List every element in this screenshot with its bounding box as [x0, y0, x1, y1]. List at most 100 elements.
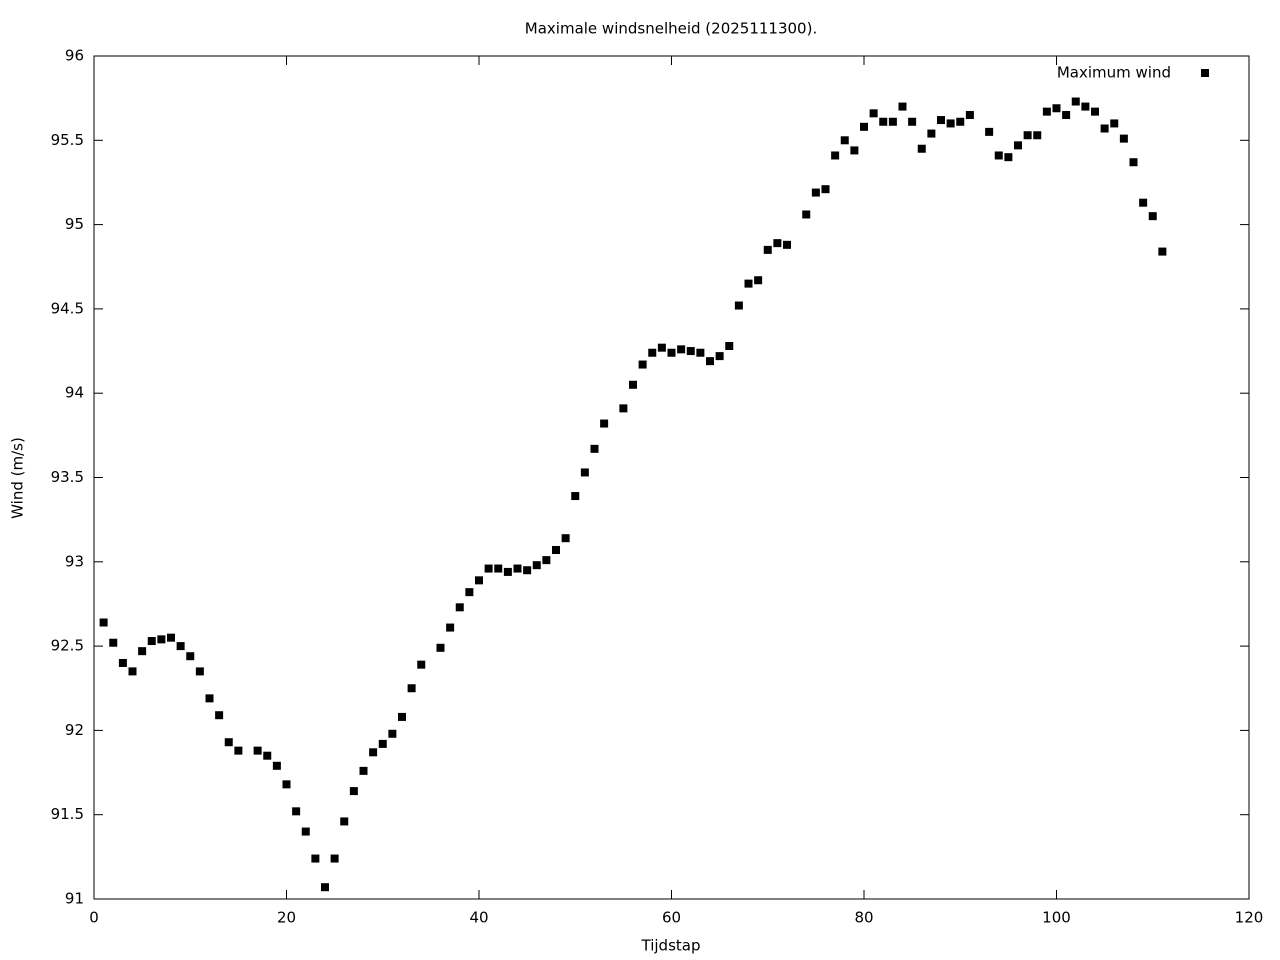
point	[157, 635, 166, 644]
point	[580, 468, 589, 477]
point	[927, 129, 936, 138]
point	[985, 127, 994, 136]
point	[1119, 134, 1128, 143]
point	[167, 633, 175, 642]
point	[417, 660, 426, 669]
point	[398, 712, 406, 721]
point	[783, 240, 791, 249]
x-tick-label: 20	[277, 909, 296, 927]
point	[561, 534, 570, 543]
x-axis-label: Tijdstap	[641, 937, 701, 955]
point	[715, 352, 724, 361]
point	[263, 751, 272, 760]
y-tick-label: 91	[65, 890, 84, 908]
point	[475, 576, 483, 585]
point	[484, 564, 493, 573]
point	[686, 347, 695, 356]
y-tick-label: 91.5	[51, 805, 84, 823]
point	[1033, 131, 1042, 140]
point	[754, 276, 763, 285]
point	[571, 492, 580, 501]
chart-title: Maximale windsnelheid (2025111300).	[525, 20, 817, 38]
point	[802, 210, 811, 219]
x-tick-label: 100	[1042, 909, 1071, 927]
y-tick-label: 94.5	[51, 299, 84, 317]
point	[205, 694, 214, 703]
point	[330, 854, 339, 863]
point	[195, 667, 204, 676]
point	[138, 647, 147, 656]
point	[1091, 107, 1099, 116]
point	[956, 117, 965, 126]
point	[1042, 107, 1051, 116]
point	[677, 345, 686, 354]
point	[600, 419, 609, 428]
legend-marker	[1201, 69, 1209, 77]
point	[667, 348, 676, 357]
point	[378, 739, 387, 748]
point	[1052, 104, 1061, 113]
x-tick-label: 0	[89, 909, 99, 927]
x-tick-label: 80	[854, 909, 873, 927]
y-tick-label: 94	[65, 384, 84, 402]
point	[494, 564, 503, 573]
point	[147, 637, 156, 646]
point	[1148, 212, 1157, 221]
point	[109, 638, 118, 647]
point	[186, 652, 195, 661]
y-tick-label: 92	[65, 721, 84, 739]
point	[638, 360, 647, 369]
point	[763, 245, 772, 254]
point	[840, 136, 849, 145]
point	[234, 746, 243, 755]
point	[937, 116, 945, 125]
point	[465, 588, 474, 597]
point	[340, 817, 349, 826]
point	[349, 787, 358, 796]
point	[1062, 111, 1071, 120]
point	[272, 761, 281, 770]
point	[965, 111, 974, 120]
point	[224, 738, 233, 747]
point	[1081, 102, 1090, 111]
point	[301, 827, 310, 836]
point	[917, 144, 926, 153]
point	[773, 239, 782, 248]
point	[946, 119, 955, 128]
point	[860, 122, 868, 131]
point	[503, 567, 512, 576]
y-tick-label: 96	[65, 47, 84, 65]
point	[455, 603, 464, 612]
point	[1110, 119, 1119, 128]
y-tick-label: 93.5	[51, 468, 84, 486]
legend-label: Maximum wind	[1057, 64, 1171, 82]
point	[436, 643, 445, 652]
point	[1004, 153, 1013, 162]
point	[253, 746, 262, 755]
y-tick-label: 95	[65, 215, 84, 233]
point	[369, 748, 378, 757]
point	[407, 684, 416, 693]
point	[321, 883, 329, 892]
point	[850, 146, 859, 155]
point	[523, 566, 532, 575]
point	[446, 623, 455, 632]
point	[1139, 198, 1148, 207]
point	[629, 380, 637, 389]
point	[1100, 124, 1109, 133]
point	[821, 185, 830, 194]
point	[725, 341, 734, 350]
point	[869, 109, 878, 118]
point	[282, 780, 291, 789]
point	[99, 618, 108, 627]
point	[128, 667, 137, 676]
x-tick-label: 40	[469, 909, 488, 927]
point	[513, 564, 522, 573]
point	[292, 807, 301, 816]
point	[1129, 158, 1138, 167]
point	[648, 348, 657, 357]
y-tick-label: 95.5	[51, 131, 84, 149]
point	[888, 117, 897, 126]
point	[898, 102, 907, 111]
